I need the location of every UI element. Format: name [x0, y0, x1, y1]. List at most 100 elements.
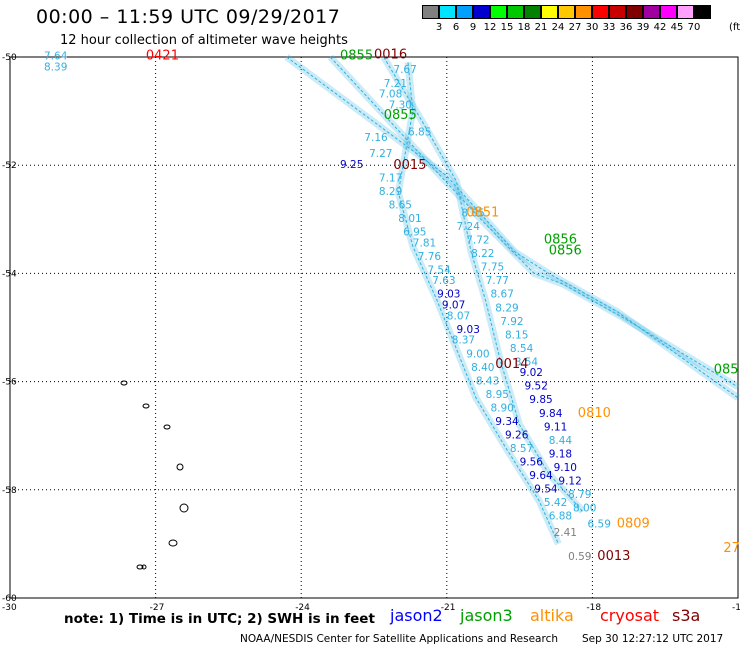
scale-swatch: [626, 5, 643, 19]
map-frame: [9, 56, 739, 599]
wave-height-label: 8.44: [549, 435, 573, 447]
island-outline: [142, 403, 150, 409]
wave-height-label: 7.77: [486, 275, 509, 287]
scale-tick-label: 33: [602, 22, 616, 33]
satellite-legend-jason2: jason2: [390, 606, 443, 625]
island-outline: [163, 424, 171, 430]
scale-swatch: [558, 5, 575, 19]
scale-tick-label: 24: [551, 22, 565, 33]
pass-time-label: 0856: [549, 244, 582, 259]
lon-label: -24: [295, 603, 310, 613]
pass-time-label: 0013: [597, 549, 630, 564]
wave-height-label: 8.37: [452, 335, 475, 347]
scale-swatch: [456, 5, 473, 19]
satellite-legend-altika: altika: [530, 606, 574, 625]
scale-tick-label: 6: [452, 22, 460, 33]
scale-tick-label: 9: [469, 22, 477, 33]
wave-height-label: 8.40: [471, 362, 494, 374]
wave-height-label: 8.05: [461, 208, 484, 220]
wave-height-label: 9.11: [544, 421, 567, 433]
wave-height-label: 8.79: [568, 489, 591, 501]
scale-tick-label: 30: [585, 22, 599, 33]
pass-time-label: 0016: [374, 48, 407, 63]
generated-timestamp: Sep 30 12:27:12 UTC 2017: [582, 633, 724, 645]
scale-unit: (ft): [729, 22, 740, 33]
scale-swatch: [439, 5, 456, 19]
wave-height-label: 7.67: [393, 64, 416, 76]
scale-swatch: [643, 5, 660, 19]
wave-height-label: 6.85: [408, 126, 431, 138]
wave-height-label: 8.29: [379, 186, 402, 198]
wave-height-label: 8.00: [573, 502, 596, 514]
wave-height-label: 9.10: [554, 462, 577, 474]
wave-height-label: 9.00: [466, 348, 489, 360]
scale-tick-label: 42: [653, 22, 667, 33]
scale-tick-label: 3: [435, 22, 443, 33]
scale-tick-label: 27: [568, 22, 582, 33]
lon-label: -27: [150, 603, 165, 613]
wave-height-label: 8.15: [505, 329, 528, 341]
lon-label: -21: [441, 603, 456, 613]
wave-height-label: 7.63: [432, 275, 455, 287]
wave-height-label: 7.72: [466, 235, 489, 247]
lat-label: -52: [2, 161, 17, 171]
satellite-track-line: [329, 56, 739, 388]
scale-swatch: [422, 5, 439, 19]
satellite-legend-s3a: s3a: [672, 606, 701, 625]
wave-height-label: 2.41: [554, 527, 577, 539]
island-outline: [168, 539, 178, 547]
wave-height-label: 8.54: [510, 343, 534, 355]
wave-height-label: 9.02: [520, 367, 543, 379]
island-outline: [179, 503, 189, 513]
footnote: note: 1) Time is in UTC; 2) SWH is in fe…: [64, 611, 375, 627]
wave-height-label: 7.92: [500, 316, 523, 328]
wave-height-label: 8.29: [495, 302, 518, 314]
scale-swatch: [677, 5, 694, 19]
scale-swatch: [473, 5, 490, 19]
lat-label: -50: [2, 53, 17, 63]
pass-time-label: 0014: [495, 357, 528, 372]
scale-tick-label: 45: [670, 22, 684, 33]
lat-label: -56: [2, 378, 17, 388]
scale-tick-label: 21: [534, 22, 548, 33]
map-title: 00:00 – 11:59 UTC 09/29/2017: [36, 6, 341, 28]
wave-height-label: 9.26: [505, 429, 529, 441]
lon-label: -30: [2, 603, 17, 613]
scale-swatch: [609, 5, 626, 19]
lon-label: -15: [732, 603, 740, 613]
pass-time-label: 0855: [340, 49, 373, 64]
satellite-legend-jason3: jason3: [460, 606, 513, 625]
wave-height-label: 9.03: [437, 289, 460, 301]
lat-label: -58: [2, 486, 17, 496]
pass-time-label: 0856: [544, 233, 577, 248]
wave-height-label: 8.01: [398, 213, 421, 225]
scale-swatch: [592, 5, 609, 19]
satellite-track-line: [383, 56, 584, 512]
scale-swatch: [660, 5, 677, 19]
scale-swatch: [507, 5, 524, 19]
wave-height-label: 8.43: [476, 375, 499, 387]
wave-height-label: 9.03: [457, 324, 480, 336]
scale-tick-label: 39: [636, 22, 650, 33]
wave-height-label: 8.54: [515, 356, 539, 368]
scale-tick-label: 36: [619, 22, 633, 33]
wave-height-label: 9.18: [549, 448, 572, 460]
wave-height-label: 9.85: [529, 394, 552, 406]
island-outline: [176, 463, 184, 471]
satellite-track-line: [286, 56, 739, 399]
wave-height-label: 7.16: [364, 132, 388, 144]
wave-height-label: 8.07: [447, 310, 470, 322]
pass-time-label: 0809: [617, 517, 650, 532]
wave-height-label: 7.81: [413, 237, 436, 249]
wave-height-label: 9.07: [442, 300, 465, 312]
wave-height-label: 7.17: [379, 172, 402, 184]
wave-height-label: 8.57: [510, 443, 533, 455]
scale-tick-label: 15: [500, 22, 514, 33]
wave-height-label: 7.76: [418, 251, 442, 263]
scale-swatch: [541, 5, 558, 19]
wave-height-label: 8.65: [389, 200, 412, 212]
scale-tick-label: 70: [687, 22, 701, 33]
credit-line: NOAA/NESDIS Center for Satellite Applica…: [240, 633, 558, 645]
wave-height-label: 9.52: [525, 381, 548, 393]
pass-time-label: 085: [714, 363, 739, 378]
